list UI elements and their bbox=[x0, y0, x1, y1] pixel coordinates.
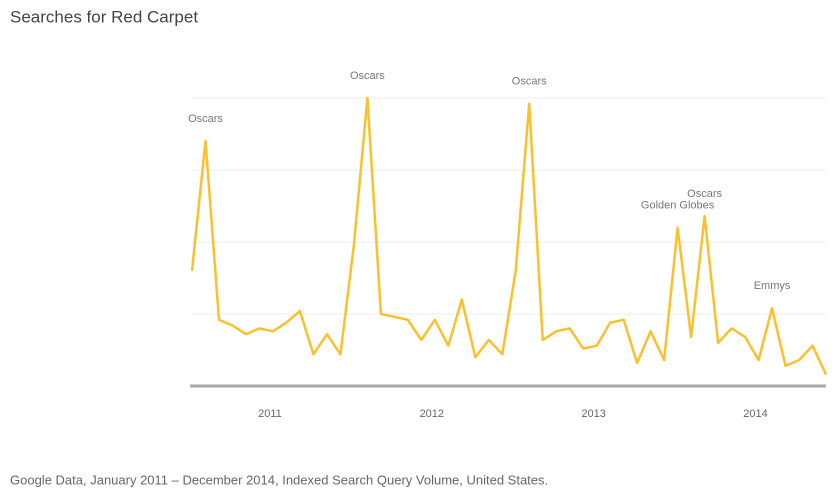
data-line bbox=[190, 96, 828, 376]
footnote: Google Data, January 2011 – December 201… bbox=[10, 472, 548, 487]
chart-title: Searches for Red Carpet bbox=[10, 7, 198, 26]
x-tick-label: 2012 bbox=[420, 408, 444, 420]
x-tick-label: 2011 bbox=[258, 408, 282, 420]
annotation: Golden Globes bbox=[641, 200, 715, 212]
annotation: Oscars bbox=[512, 76, 547, 88]
annotation: Oscars bbox=[350, 70, 385, 82]
annotation: Emmys bbox=[754, 280, 791, 292]
x-tick-label: 2014 bbox=[743, 408, 767, 420]
x-tick-label: 2013 bbox=[581, 408, 605, 420]
annotation: Oscars bbox=[188, 113, 223, 125]
annotation: Oscars bbox=[687, 188, 722, 200]
